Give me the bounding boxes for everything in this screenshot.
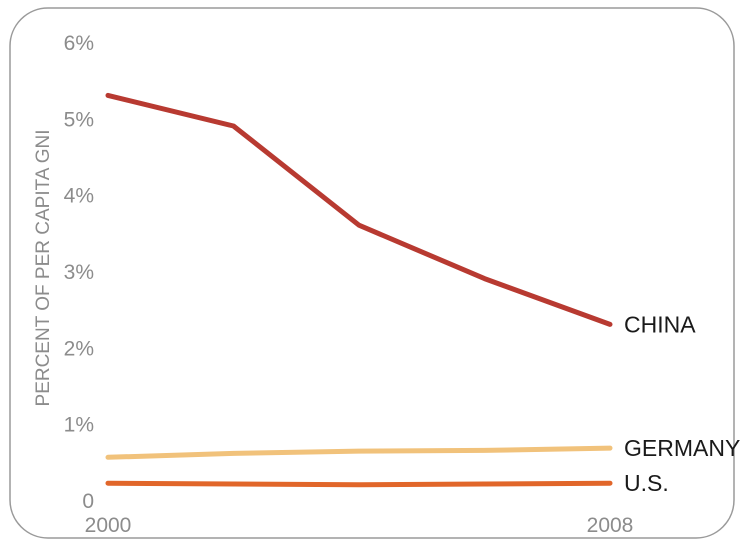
y-tick-label: 2%: [64, 337, 94, 360]
series-line-germany: [105, 445, 613, 460]
chart-frame: [9, 7, 735, 539]
y-tick-label: 4%: [64, 185, 94, 208]
x-axis-ticks: 2000 2008: [85, 514, 634, 537]
y-axis-ticks: 0 1% 2% 3% 4% 5% 6%: [64, 32, 94, 513]
y-tick-label: 3%: [64, 261, 94, 284]
y-tick-label: 5%: [64, 108, 94, 131]
y-axis-title: PERCENT OF PER CAPITA GNI: [33, 130, 54, 407]
series-line-china: [105, 92, 613, 327]
series-lines: [105, 92, 613, 488]
series-labels: CHINA GERMANY U.S.: [624, 311, 740, 496]
series-label-china: CHINA: [624, 311, 696, 337]
y-tick-label: 1%: [64, 414, 94, 437]
series-label-u-s: U.S.: [624, 470, 669, 496]
y-tick-label: 0: [82, 490, 94, 513]
x-tick-label: 2008: [587, 514, 634, 537]
series-line-u-s: [105, 480, 613, 488]
y-tick-label: 6%: [64, 32, 94, 55]
x-tick-label: 2000: [85, 514, 132, 537]
series-label-germany: GERMANY: [624, 435, 740, 461]
